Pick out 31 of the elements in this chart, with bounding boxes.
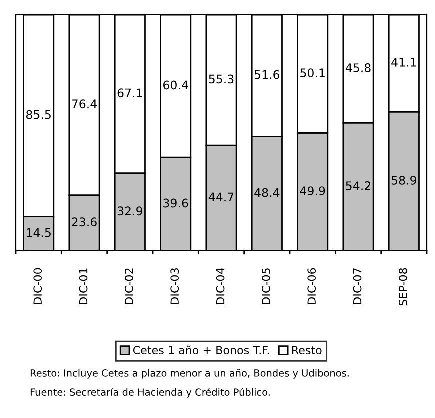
x-tick-label: DIC-04 [216,268,225,304]
legend-label: Resto [292,346,322,355]
data-label: 49.9 [300,186,326,196]
data-label: 67.1 [118,88,142,98]
data-label: 41.1 [392,58,416,67]
data-label: 58.9 [392,176,416,185]
data-label: 51.6 [254,70,280,80]
x-tick-label: DIC-02 [124,268,134,304]
x-tick-label: DIC-05 [262,268,270,304]
data-label: 50.1 [300,68,325,78]
x-tick-label: DIC-03 [170,268,180,304]
x-tick-label: DIC-01 [79,268,88,304]
x-tick-label: DIC-00 [34,268,42,304]
data-label: 76.4 [72,100,97,109]
data-label: 14.5 [26,228,51,238]
x-tick-label: DIC-07 [353,268,362,304]
data-label: 32.9 [118,206,142,216]
x-tick-label: SEP-08 [398,268,408,306]
data-label: 48.4 [254,188,280,198]
data-label: 54.2 [346,182,370,190]
data-label: 23.6 [72,218,97,227]
x-tick-label: DIC-06 [308,268,316,304]
data-label: 85.5 [26,110,51,120]
legend-label: Cetes 1 año + Bonos T.F. [133,346,270,355]
data-label: 39.6 [164,198,188,208]
data-label: 60.4 [164,80,188,90]
data-label: 44.7 [208,192,234,202]
data-label: 45.8 [346,64,371,72]
text: Resto: Incluye Cetes a plazo menor a un año, Bondes y Udibonos. [30,369,349,379]
data-label: 55.3 [209,74,234,84]
source-note: Fuente: Secretaría de Hacienda y Crédito Público. [30,388,270,398]
